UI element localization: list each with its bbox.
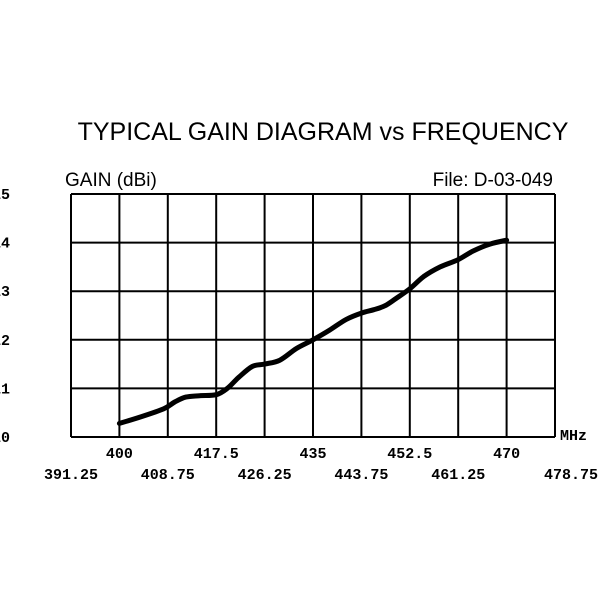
gain-series-line [116, 237, 510, 426]
chart-title: TYPICAL GAIN DIAGRAM vs FREQUENCY [78, 118, 569, 146]
y-tick-label: 11 [0, 381, 10, 398]
x-unit-label: MHz [560, 428, 587, 445]
y-tick-label: 15 [0, 187, 10, 204]
x-tick-label-upper: 417.5 [194, 446, 239, 463]
y-tick-label: 10 [0, 430, 10, 447]
x-tick-labels: 400 417.5 435 452.5 470 391.25 408.75 426.25 443… [44, 446, 598, 484]
y-axis-label: GAIN (dBi) [65, 170, 157, 191]
x-tick-label-upper: 452.5 [387, 446, 432, 463]
x-tick-label-lower: 461.25 [431, 467, 485, 484]
y-tick-label: 13 [0, 284, 10, 301]
grid [70, 193, 556, 438]
x-tick-label-lower: 478.75 [544, 467, 598, 484]
x-tick-label-lower: 408.75 [141, 467, 195, 484]
x-tick-label-upper: 470 [493, 446, 520, 463]
x-tick-label-lower: 391.25 [44, 467, 98, 484]
y-tick-label: 14 [0, 236, 10, 253]
x-tick-label-lower: 426.25 [238, 467, 292, 484]
x-tick-label-lower: 443.75 [334, 467, 388, 484]
x-tick-label-upper: 400 [106, 446, 133, 463]
x-tick-label-upper: 435 [299, 446, 326, 463]
y-tick-label: 12 [0, 333, 10, 350]
file-label: File: D-03-049 [433, 170, 553, 191]
y-tick-labels: 15 14 13 12 11 10 [0, 187, 10, 447]
